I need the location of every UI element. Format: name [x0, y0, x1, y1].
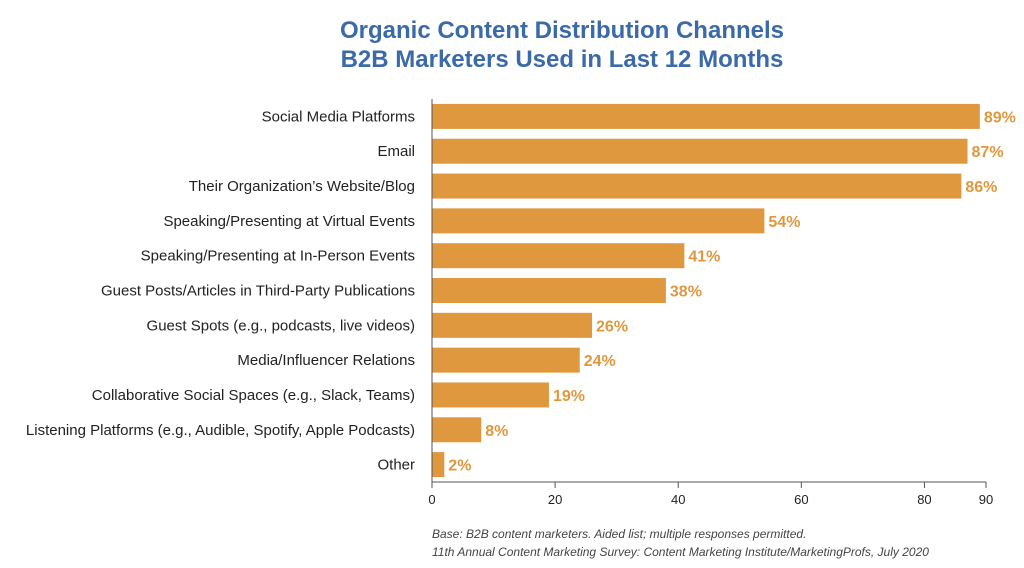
x-tick-label-3: 60 — [794, 492, 808, 507]
bar-3 — [432, 208, 765, 234]
category-labels-group: Social Media Platforms Email Their Organiz… — [26, 108, 415, 473]
value-label-9: 8% — [485, 423, 508, 440]
category-label-7: Media/Influencer Relations — [237, 352, 415, 369]
category-label-3: Speaking/Presenting at Virtual Events — [163, 213, 415, 230]
x-tick-label-0: 0 — [428, 492, 435, 507]
category-label-10: Other — [377, 457, 415, 474]
value-labels-group: 89% 87% 86% 54% 41% 38% 26% 24% 19% 8% 2% — [448, 109, 1016, 474]
bar-5 — [432, 278, 666, 303]
value-label-5: 38% — [670, 284, 702, 301]
footnote-base: Base: B2B content marketers. Aided list;… — [432, 527, 806, 541]
value-label-1: 87% — [972, 144, 1004, 161]
value-label-4: 41% — [688, 249, 720, 266]
value-label-0: 89% — [984, 109, 1016, 126]
chart-title-line-1: Organic Content Distribution Channels — [340, 17, 784, 44]
value-label-10: 2% — [448, 458, 471, 475]
category-label-5: Guest Posts/Articles in Third-Party Publ… — [101, 283, 415, 300]
x-tick-label-4: 80 — [917, 492, 931, 507]
category-label-1: Email — [377, 143, 415, 160]
value-label-7: 24% — [584, 353, 616, 370]
x-tick-label-5: 90 — [979, 492, 993, 507]
x-tick-label-1: 20 — [548, 492, 562, 507]
bar-7 — [432, 347, 580, 373]
x-ticks-group: 0 20 40 60 80 90 — [428, 482, 993, 507]
bar-6 — [432, 312, 593, 338]
value-label-6: 26% — [596, 318, 628, 335]
bar-0 — [432, 103, 980, 129]
category-label-2: Their Organization’s Website/Blog — [189, 178, 415, 195]
value-label-8: 19% — [553, 388, 585, 405]
chart-title-line-2: B2B Marketers Used in Last 12 Months — [341, 46, 784, 73]
category-label-9: Listening Platforms (e.g., Audible, Spot… — [26, 422, 415, 439]
category-label-6: Guest Spots (e.g., podcasts, live videos… — [147, 317, 415, 334]
category-label-0: Social Media Platforms — [262, 108, 415, 125]
footnote-source: 11th Annual Content Marketing Survey: Co… — [432, 545, 929, 559]
category-label-4: Speaking/Presenting at In-Person Events — [141, 248, 415, 265]
bar-2 — [432, 173, 962, 199]
bar-1 — [432, 138, 968, 164]
bar-8 — [432, 382, 549, 408]
category-label-8: Collaborative Social Spaces (e.g., Slack… — [92, 387, 415, 404]
bar-9 — [432, 417, 482, 443]
bars-group — [432, 103, 980, 478]
value-label-3: 54% — [768, 214, 800, 231]
bar-10 — [432, 452, 445, 478]
value-label-2: 86% — [965, 179, 997, 196]
bar-4 — [432, 243, 685, 269]
x-tick-label-2: 40 — [671, 492, 685, 507]
